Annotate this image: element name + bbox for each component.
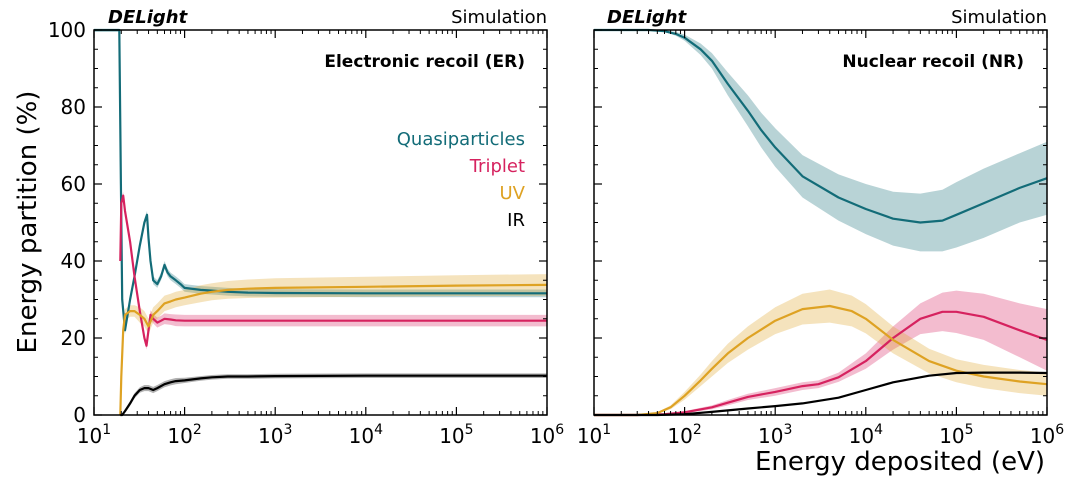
nr-ir-line bbox=[594, 371, 1048, 417]
nr-xtick-label: 104 bbox=[849, 422, 883, 448]
nr-simulation-label: Simulation bbox=[951, 7, 1047, 28]
nr-uv-line bbox=[594, 304, 1048, 417]
er-axis-ticks: 101 102 103 104 105 106 0 20 40 60 80 100 bbox=[48, 18, 564, 448]
nr-quasiparticles-band bbox=[594, 30, 1047, 252]
er-ytick-label: 80 bbox=[61, 95, 86, 119]
legend: Quasiparticles Triplet UV IR bbox=[397, 129, 526, 231]
er-xtick-label: 105 bbox=[439, 422, 473, 448]
er-uncertainty-bands bbox=[94, 30, 548, 415]
legend-uv: UV bbox=[500, 183, 526, 204]
er-series-lines bbox=[94, 28, 548, 417]
nr-uncertainty-bands bbox=[594, 30, 1047, 415]
nr-triplet-band bbox=[594, 290, 1047, 415]
panel-nr: 101 102 103 104 105 106 DELight Simulation Nu… bbox=[577, 7, 1064, 448]
er-ytick-label: 60 bbox=[61, 172, 86, 196]
nr-xtick-label: 102 bbox=[667, 422, 701, 448]
nr-xtick-label: 105 bbox=[939, 422, 973, 448]
er-ir-line bbox=[120, 374, 547, 417]
er-xtick-label: 101 bbox=[77, 422, 111, 448]
y-axis-label: Energy partition (%) bbox=[13, 91, 43, 354]
er-xtick-label: 106 bbox=[530, 422, 564, 448]
nr-xtick-label: 106 bbox=[1030, 422, 1064, 448]
er-plot-frame bbox=[93, 29, 548, 416]
er-xtick-label: 103 bbox=[258, 422, 292, 448]
er-quasiparticles-line bbox=[94, 28, 547, 332]
er-ytick-label: 0 bbox=[73, 403, 86, 427]
er-ytick-label: 100 bbox=[48, 18, 86, 42]
er-ytick-label: 20 bbox=[61, 326, 86, 350]
er-uv-band bbox=[120, 274, 548, 415]
nr-axis-ticks: 101 102 103 104 105 106 bbox=[577, 29, 1064, 448]
x-axis-label: Energy deposited (eV) bbox=[755, 447, 1045, 477]
er-brand-label: DELight bbox=[108, 7, 189, 28]
er-simulation-label: Simulation bbox=[451, 7, 547, 28]
nr-xtick-label: 103 bbox=[758, 422, 792, 448]
nr-uv-band bbox=[594, 289, 1047, 415]
er-triplet-band bbox=[120, 191, 548, 350]
legend-triplet: Triplet bbox=[469, 156, 525, 177]
er-panel-heading: Electronic recoil (ER) bbox=[324, 52, 525, 72]
er-xtick-label: 102 bbox=[167, 422, 201, 448]
panel-er: 101 102 103 104 105 106 0 20 40 60 80 100 DELight S… bbox=[48, 7, 564, 448]
er-uv-line bbox=[119, 283, 548, 416]
legend-quasiparticles: Quasiparticles bbox=[397, 129, 525, 150]
nr-xtick-label: 101 bbox=[577, 422, 611, 448]
legend-ir: IR bbox=[507, 210, 525, 231]
er-triplet-line bbox=[119, 194, 547, 347]
er-xtick-label: 104 bbox=[349, 422, 383, 448]
nr-panel-heading: Nuclear recoil (NR) bbox=[842, 52, 1024, 72]
er-ytick-label: 40 bbox=[61, 249, 86, 273]
nr-brand-label: DELight bbox=[607, 7, 688, 28]
er-ir-band bbox=[120, 373, 548, 415]
